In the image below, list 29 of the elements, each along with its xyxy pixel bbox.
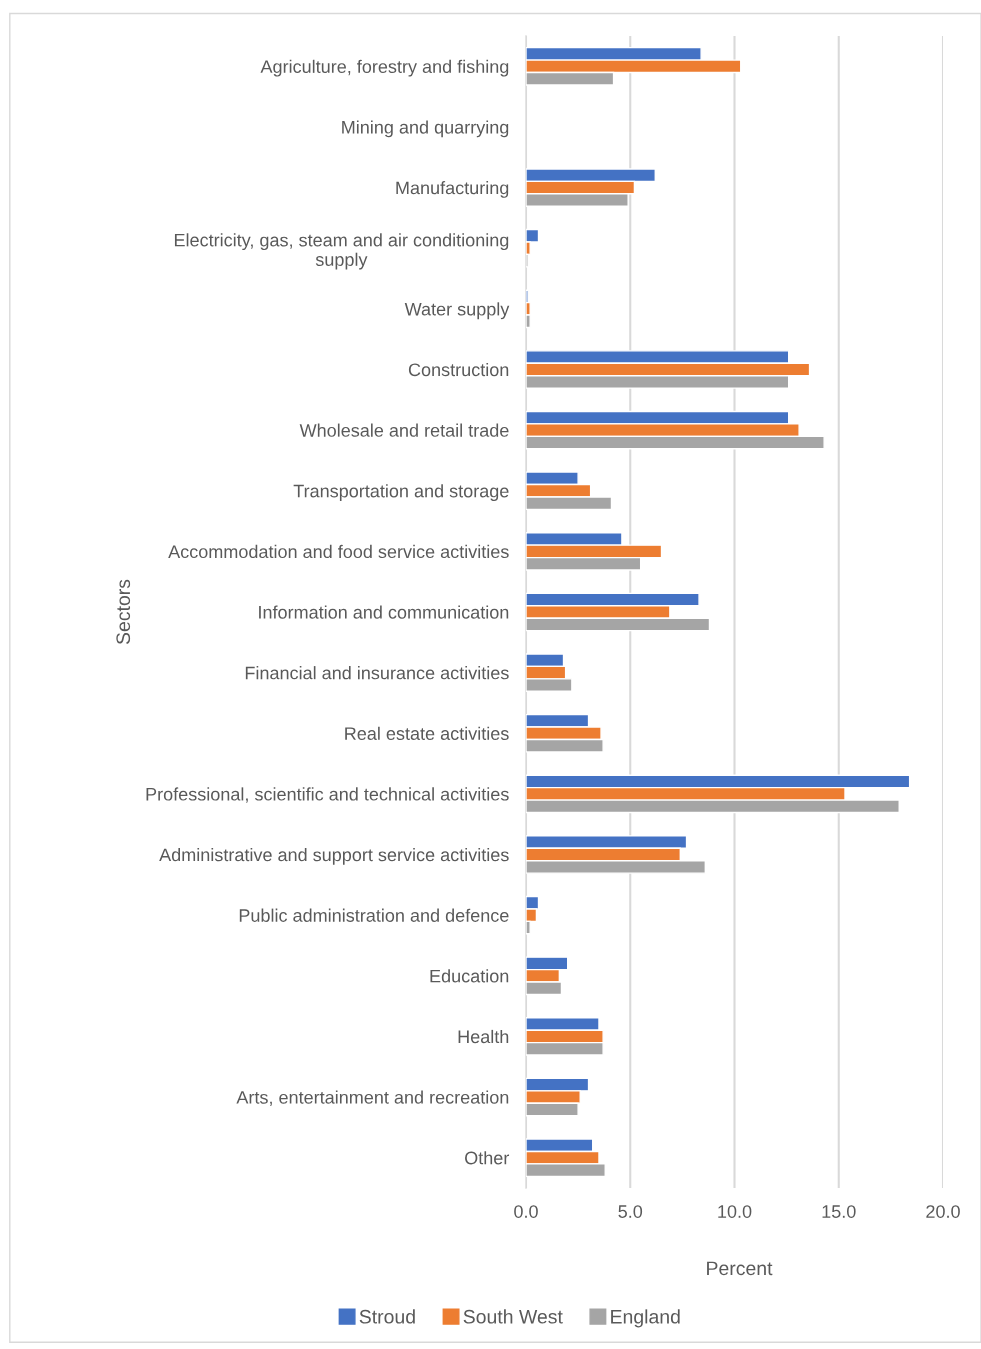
y-tick-label: Professional, scientific and technical activities [146, 787, 509, 803]
x-tick-label: 10.0 [718, 1205, 752, 1218]
x-tick-label: 20.0 [926, 1205, 960, 1218]
y-tick-label: Real estate activities [345, 726, 509, 740]
y-tick-label: Accommodation and food service activities [168, 544, 509, 559]
y-tick-label: Manufacturing [396, 181, 509, 198]
y-tick-label: Other [465, 1151, 510, 1165]
y-tick-label: Education [430, 969, 509, 983]
y-tick-label: Wholesale and retail trade [299, 423, 509, 437]
x-tick-label: 0.0 [514, 1205, 538, 1218]
y-tick-label: Health [458, 1029, 509, 1044]
y-tick-label: Information and communication [259, 605, 509, 619]
y-tick-label: Water supply [404, 302, 510, 320]
y-tick-label: Agriculture, forestry and fishing [260, 59, 509, 77]
y-tick-label: Construction [408, 362, 509, 377]
x-axis-title: Percent [707, 1261, 773, 1276]
legend-label: Stroud [359, 1309, 415, 1324]
legend-label: South West [463, 1309, 563, 1324]
legend-label: England [611, 1309, 680, 1328]
y-tick-label: Mining and quarrying [342, 120, 509, 138]
y-axis-title: Sectors [116, 579, 131, 645]
y-tick-label: Financial and insurance activities [245, 666, 509, 680]
y-tick-label: Electricity, gas, steam and air conditioning supply [174, 233, 509, 270]
y-tick-label: Administrative and support service activities [159, 847, 509, 865]
y-tick-label: Transportation and storage [293, 484, 509, 502]
x-tick-label: 15.0 [822, 1205, 856, 1218]
y-tick-label: Public administration and defence [239, 908, 509, 922]
x-tick-label: 5.0 [618, 1205, 643, 1218]
y-tick-label: Arts, entertainment and recreation [236, 1090, 509, 1106]
